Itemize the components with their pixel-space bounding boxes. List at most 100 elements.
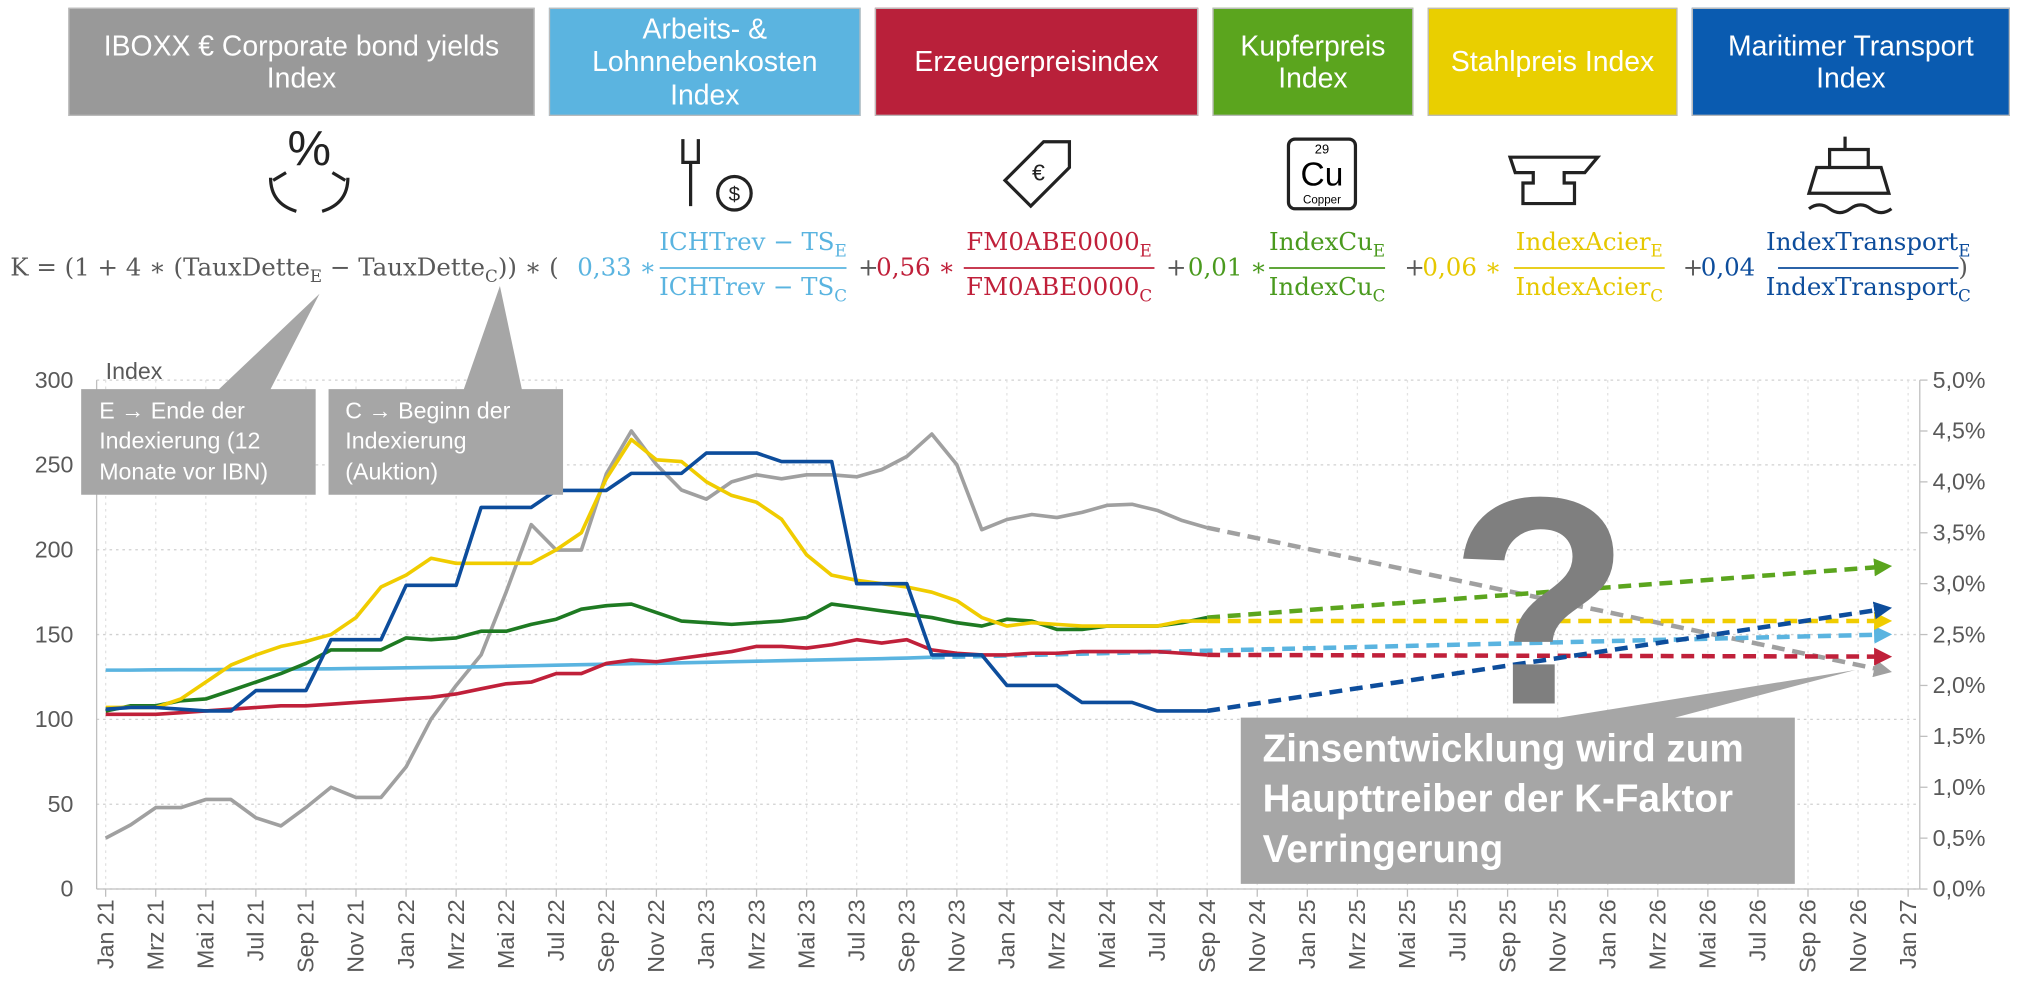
y2-tick-label: 4,5% (1933, 418, 1986, 444)
y2-tick-label: 3,0% (1933, 570, 1986, 596)
x-tick-label: Jan 24 (994, 899, 1020, 969)
y2-tick-label: 2,0% (1933, 672, 1986, 698)
icon-anvil (1507, 155, 1602, 206)
y2-tick-label: 1,5% (1933, 723, 1986, 749)
formula-den: ICHTrev − TSC (659, 272, 847, 305)
formula-part: FM0ABE0000 (966, 272, 1139, 301)
x-tick-label: Nov 21 (343, 899, 369, 972)
x-tick-label: Mrz 26 (1645, 899, 1671, 970)
formula-subscript: E (310, 266, 322, 286)
x-tick-label: Sep 25 (1494, 899, 1520, 973)
y-tick-label: 250 (35, 452, 74, 478)
legend-box: Arbeits- & Lohnnebenkosten Index (548, 7, 861, 116)
formula-num: FM0ABE0000E (966, 227, 1152, 260)
series-line (105, 637, 1208, 717)
formula-operator: + (1683, 253, 1704, 282)
formula-part: IndexTransport (1766, 227, 1958, 256)
legend-box: IBOXX € Corporate bond yields Index (68, 7, 535, 116)
forecast-line (1206, 601, 1893, 714)
x-tick-label: Nov 26 (1845, 899, 1871, 972)
formula-num: IndexAcierE (1516, 227, 1663, 260)
y-tick-label: 200 (35, 536, 74, 562)
formula-subscript: C (1650, 285, 1663, 305)
formula-coefficient: 0,04 (1701, 253, 1755, 282)
formula-coefficient: 0,33 ∗ (577, 253, 656, 282)
y-axis-title: Index (106, 358, 163, 384)
formula-num: ICHTrev − TSE (659, 227, 846, 260)
formula-part: ICHTrev − TS (659, 227, 834, 256)
y-tick-label: 300 (35, 367, 74, 393)
x-tick-label: Nov 24 (1244, 899, 1270, 973)
icon-percent (268, 171, 350, 213)
callout-e-box (81, 293, 320, 495)
x-tick-label: Nov 23 (944, 899, 970, 972)
icon-cu-number: 29 (1315, 141, 1329, 156)
formula-part: FM0ABE0000 (966, 227, 1139, 256)
formula-coefficient: 0,01 ∗ (1188, 253, 1267, 282)
formula-subscript: C (1958, 285, 1971, 305)
formula-subscript: E (835, 240, 847, 260)
y2-tick-label: 4,0% (1933, 469, 1986, 495)
legend-box: Stahlpreis Index (1427, 7, 1678, 116)
y2-tick-label: 3,5% (1933, 520, 1986, 546)
formula-num: IndexTransportE (1766, 227, 1970, 260)
formula-operator: + (1166, 253, 1187, 282)
x-tick-label: Jul 21 (243, 899, 269, 961)
x-tick-label: Sep 23 (893, 899, 919, 973)
x-tick-label: Jan 26 (1594, 899, 1620, 969)
x-tick-label: Jan 21 (92, 899, 118, 969)
icon-cu-symbol: Cu (1301, 157, 1344, 194)
series-line (104, 429, 1208, 840)
series-line (105, 451, 1208, 713)
svg-text:$: $ (729, 183, 741, 206)
y2-tick-label: 2,5% (1933, 621, 1986, 647)
icon-wrench: $ (681, 139, 753, 212)
y-tick-label: 0 (61, 876, 74, 902)
forecast-line (931, 625, 1893, 660)
icon-tag: € (1002, 140, 1072, 209)
formula-subscript: E (1651, 240, 1663, 260)
formula-subscript: E (1373, 240, 1385, 260)
callout-c: C → Beginn der Indexierung (Auktion) (345, 398, 511, 485)
x-tick-label: Nov 25 (1544, 899, 1570, 972)
formula-den: IndexTransportC (1766, 272, 1971, 305)
icon-copper (1286, 137, 1358, 211)
formula-operator: + (858, 253, 879, 282)
series-line (105, 437, 1208, 710)
formula-subscript: C (1139, 285, 1152, 305)
formula-part: IndexAcier (1516, 272, 1651, 301)
formula-part: IndexCu (1269, 227, 1373, 256)
formula-part: IndexCu (1269, 272, 1373, 301)
y2-tick-label: 1,0% (1933, 774, 1986, 800)
y2-tick-label: 0,5% (1933, 825, 1986, 851)
y-tick-label: 50 (48, 791, 74, 817)
y2-tick-label: 0,0% (1933, 876, 1986, 902)
question-mark: ? (1449, 435, 1631, 767)
x-tick-label: Mai 25 (1394, 899, 1420, 969)
formula-den: FM0ABE0000C (966, 272, 1152, 305)
x-tick-label: Jan 25 (1294, 899, 1320, 969)
x-tick-label: Sep 22 (593, 899, 619, 973)
x-tick-label: Jan 27 (1895, 899, 1921, 969)
formula-den: IndexAcierC (1516, 272, 1664, 305)
svg-text:€: € (1032, 159, 1045, 185)
formula-operator: + (1404, 253, 1425, 282)
formula-tail: ) (1958, 253, 1968, 282)
forecast-line (1207, 558, 1893, 620)
x-tick-label: Sep 26 (1795, 899, 1821, 973)
x-tick-label: Jul 26 (1745, 899, 1771, 961)
x-tick-label: Mai 24 (1094, 899, 1120, 969)
x-tick-label: Jul 25 (1444, 899, 1470, 961)
y2-tick-label: 5,0% (1933, 367, 1986, 393)
formula-subscript: E (1140, 240, 1152, 260)
formula-coefficient: 0,56 ∗ (876, 253, 955, 282)
formula-coefficient: 0,06 ∗ (1422, 253, 1501, 282)
forecast-line (1207, 647, 1893, 666)
series-line (105, 655, 932, 672)
icon-ship (1806, 136, 1893, 215)
legend-box: Erzeugerpreisindex (874, 7, 1199, 116)
formula-part: − TauxDette (322, 253, 485, 282)
x-tick-label: Sep 21 (293, 899, 319, 973)
x-tick-label: Mai 21 (193, 899, 219, 969)
